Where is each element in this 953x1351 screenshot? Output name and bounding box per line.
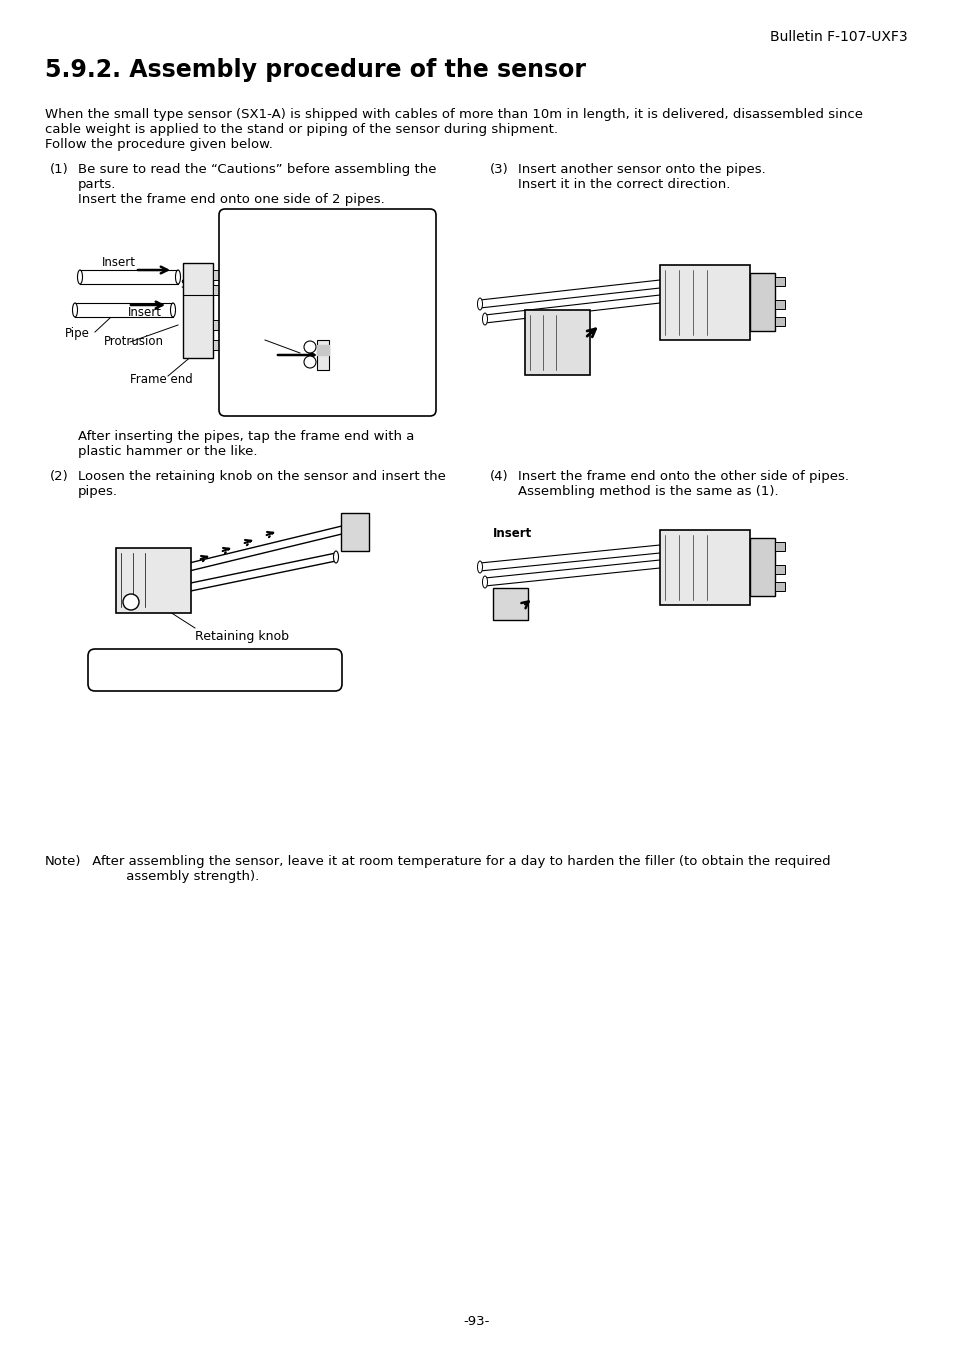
Ellipse shape: [175, 270, 180, 284]
Ellipse shape: [477, 561, 482, 573]
Text: Loosen the retaining knob on the sensor and insert the
pipes.: Loosen the retaining knob on the sensor …: [78, 470, 445, 499]
Text: (1): (1): [50, 163, 69, 176]
Text: Insert: Insert: [102, 255, 136, 269]
Bar: [774, 542, 784, 551]
Circle shape: [304, 357, 315, 367]
Bar: [774, 565, 784, 574]
Text: Bulletin F-107-UXF3: Bulletin F-107-UXF3: [770, 30, 907, 45]
Text: Note): Note): [45, 855, 81, 867]
Ellipse shape: [482, 576, 487, 588]
Ellipse shape: [482, 313, 487, 326]
Bar: [774, 300, 784, 309]
Ellipse shape: [72, 303, 77, 317]
Ellipse shape: [477, 299, 482, 309]
Bar: [213, 270, 221, 280]
FancyBboxPatch shape: [493, 588, 527, 620]
FancyBboxPatch shape: [88, 648, 341, 690]
FancyBboxPatch shape: [219, 209, 436, 416]
Text: When the small type sensor (SX1-A) is shipped with cables of more than 10m in le: When the small type sensor (SX1-A) is sh…: [45, 108, 862, 151]
Bar: [774, 277, 784, 286]
Text: Apply a coat of silicone to
the frame end.
Take care of the direction
of the fra: Apply a coat of silicone to the frame en…: [233, 223, 395, 296]
Ellipse shape: [77, 270, 82, 284]
FancyBboxPatch shape: [659, 265, 749, 340]
Text: Be sure to read the “Cautions” before assembling the
parts.
Insert the frame end: Be sure to read the “Cautions” before as…: [78, 163, 436, 205]
Text: (4): (4): [490, 470, 508, 484]
FancyBboxPatch shape: [659, 530, 749, 605]
Bar: [774, 317, 784, 326]
Text: Insert: Insert: [250, 358, 284, 372]
Text: After inserting the pipes, tap the frame end with a
plastic hammer or the like.: After inserting the pipes, tap the frame…: [78, 430, 414, 458]
Text: 5.9.2. Assembly procedure of the sensor: 5.9.2. Assembly procedure of the sensor: [45, 58, 585, 82]
Text: Retaining knob: Retaining knob: [194, 630, 289, 643]
FancyBboxPatch shape: [749, 273, 774, 331]
Text: After assembling the sensor, leave it at room temperature for a day to harden th: After assembling the sensor, leave it at…: [88, 855, 830, 884]
Text: Insert the frame end onto the other side of pipes.
Assembling method is the same: Insert the frame end onto the other side…: [517, 470, 848, 499]
Ellipse shape: [334, 551, 338, 563]
Text: Pipe: Pipe: [65, 327, 90, 340]
Circle shape: [123, 594, 139, 611]
Text: Silicone
filler: Silicone filler: [339, 349, 385, 376]
Circle shape: [304, 340, 315, 353]
Text: -93-: -93-: [463, 1315, 490, 1328]
Text: Insert: Insert: [128, 305, 162, 319]
Text: Insert it in the correct direction.: Insert it in the correct direction.: [115, 663, 314, 676]
Text: Insert another sensor onto the pipes.
Insert it in the correct direction.: Insert another sensor onto the pipes. In…: [517, 163, 765, 190]
Bar: [774, 582, 784, 590]
Text: Slit: Slit: [243, 330, 262, 343]
FancyBboxPatch shape: [749, 538, 774, 596]
FancyBboxPatch shape: [316, 340, 329, 370]
Ellipse shape: [171, 303, 175, 317]
FancyBboxPatch shape: [116, 549, 191, 613]
FancyBboxPatch shape: [524, 309, 589, 376]
FancyBboxPatch shape: [340, 513, 369, 551]
Text: Frame end: Frame end: [130, 373, 193, 386]
Bar: [213, 340, 221, 350]
FancyBboxPatch shape: [183, 263, 213, 358]
Bar: [213, 320, 221, 330]
Text: Insert: Insert: [493, 527, 532, 540]
Text: Protrusion: Protrusion: [104, 335, 164, 349]
Bar: [213, 285, 221, 295]
Text: Slit: Slit: [180, 278, 198, 290]
Text: (3): (3): [490, 163, 508, 176]
Ellipse shape: [343, 523, 349, 535]
Text: (2): (2): [50, 470, 69, 484]
